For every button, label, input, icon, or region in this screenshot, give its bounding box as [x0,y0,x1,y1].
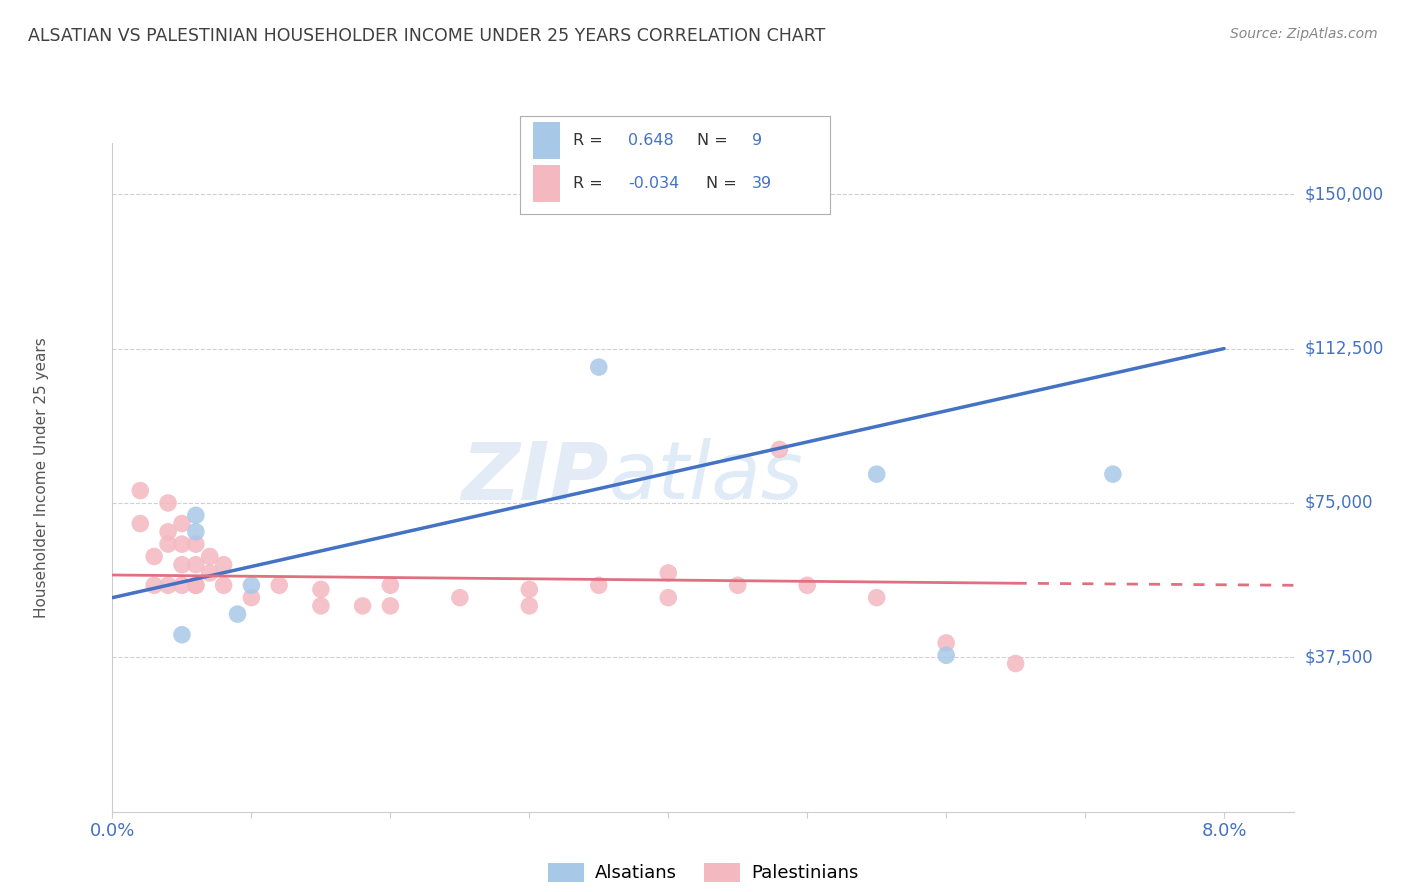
Point [796,578,818,592]
Point [309,599,332,613]
Point [226,607,249,621]
Point [935,636,957,650]
Text: N =: N = [706,176,742,191]
Point [212,558,235,572]
Text: $37,500: $37,500 [1305,648,1374,666]
Text: 0.648: 0.648 [628,133,675,148]
Point [449,591,471,605]
Point [1102,467,1125,482]
Point [184,558,207,572]
Point [1004,657,1026,671]
Point [143,549,166,564]
Point [157,496,180,510]
Text: Householder Income Under 25 years: Householder Income Under 25 years [34,337,49,617]
Point [380,578,402,592]
Point [768,442,790,457]
Text: $112,500: $112,500 [1305,340,1384,358]
Text: -0.034: -0.034 [628,176,679,191]
Point [588,360,610,375]
Text: N =: N = [696,133,733,148]
Text: Source: ZipAtlas.com: Source: ZipAtlas.com [1230,27,1378,41]
Point [657,566,679,580]
Point [157,537,180,551]
Text: ALSATIAN VS PALESTINIAN HOUSEHOLDER INCOME UNDER 25 YEARS CORRELATION CHART: ALSATIAN VS PALESTINIAN HOUSEHOLDER INCO… [28,27,825,45]
Point [129,483,152,498]
Point [352,599,374,613]
Text: 9: 9 [752,133,762,148]
Point [170,537,193,551]
Text: $75,000: $75,000 [1305,494,1374,512]
Point [184,578,207,592]
Point [198,566,221,580]
Text: 39: 39 [752,176,772,191]
Point [170,628,193,642]
Text: R =: R = [572,133,607,148]
Point [240,578,263,592]
Point [212,578,235,592]
Point [184,578,207,592]
Point [866,467,889,482]
Bar [533,122,561,159]
Point [184,508,207,523]
Text: $150,000: $150,000 [1305,186,1384,203]
Point [517,582,540,597]
Point [588,578,610,592]
Bar [533,165,561,202]
Point [657,591,679,605]
Text: ZIP: ZIP [461,438,609,516]
Point [866,591,889,605]
Point [170,558,193,572]
Text: atlas: atlas [609,438,803,516]
Point [157,524,180,539]
Point [184,524,207,539]
Point [380,599,402,613]
Text: R =: R = [572,176,607,191]
Legend: Alsatians, Palestinians: Alsatians, Palestinians [540,855,866,889]
Point [240,591,263,605]
Point [198,549,221,564]
Point [170,516,193,531]
Point [184,537,207,551]
Point [935,648,957,663]
Point [727,578,749,592]
Point [517,599,540,613]
Point [269,578,291,592]
Point [143,578,166,592]
Point [309,582,332,597]
Point [157,578,180,592]
Point [129,516,152,531]
Point [170,578,193,592]
